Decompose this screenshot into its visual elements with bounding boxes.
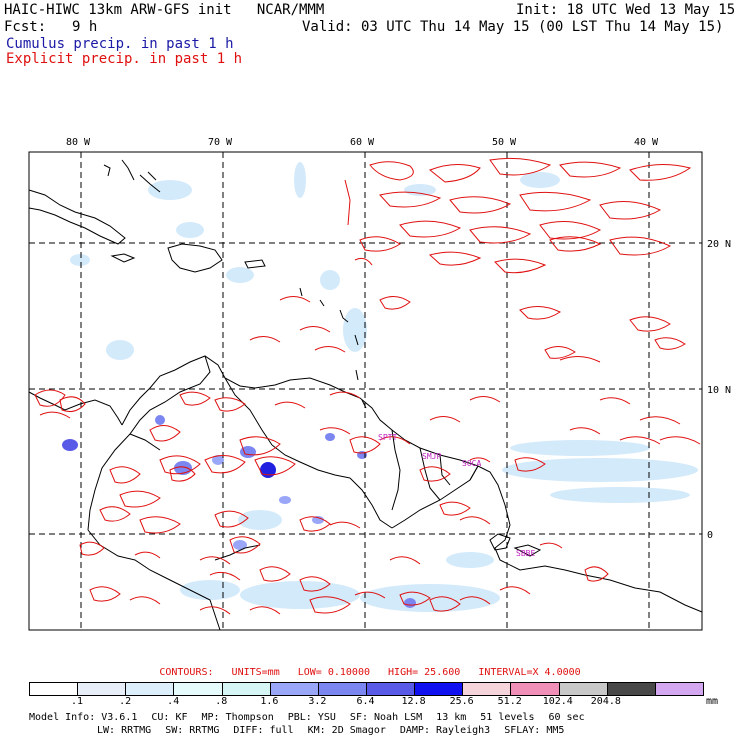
model-info-item: PBL: YSU: [287, 712, 336, 723]
init-time: Init: 18 UTC Wed 13 May 15: [516, 2, 736, 18]
station-labels: SPTT SMJP SOCA SBBE: [378, 433, 535, 558]
lat-label-10n: 10 N: [707, 385, 731, 396]
scale-swatch: [30, 683, 78, 695]
model-info-line2: LW: RRTMG SW: RRTMG DIFF: full KM: 2D Smago…: [97, 725, 578, 736]
scale-swatch: [414, 683, 463, 695]
scale-unit: mm: [706, 696, 719, 707]
scale-tick-label: .2: [119, 696, 132, 707]
valid-time: Valid: 03 UTC Thu 14 May 15 (00 LST Thu …: [302, 19, 724, 35]
scale-swatch: [462, 683, 511, 695]
lat-label-0: 0: [707, 530, 713, 541]
scale-tick-label: 51.2: [497, 696, 522, 707]
scale-swatch: [365, 683, 415, 695]
model-info-item: 51 levels: [480, 712, 535, 723]
lat-label-20n: 20 N: [707, 239, 731, 250]
coastlines: [28, 159, 703, 631]
contour-units: UNITS=mm: [231, 667, 280, 678]
scale-tick-label: 12.8: [401, 696, 426, 707]
scale-swatch: [558, 683, 607, 695]
model-info-item: SFLAY: MM5: [504, 725, 565, 736]
contour-low: LOW= 0.10000: [297, 667, 370, 678]
lon-label-50w: 50 W: [492, 137, 517, 148]
scale-swatch: [125, 683, 174, 695]
model-info-item: 13 km: [436, 712, 467, 723]
explicit-precip-contours: [34, 157, 701, 615]
scale-swatch: [77, 683, 126, 695]
scale-swatch: [221, 683, 270, 695]
scale-tick-label: .1: [71, 696, 84, 707]
model-info-item: MP: Thompson: [201, 712, 274, 723]
model-info-item: SW: RRTMG: [165, 725, 220, 736]
scale-tick-label: 6.4: [356, 696, 375, 707]
scale-tick-label: 204.8: [590, 696, 621, 707]
model-info-item: SF: Noah LSM: [349, 712, 423, 723]
model-info-item: LW: RRTMG: [97, 725, 152, 736]
forecast-hour: 9 h: [72, 19, 98, 35]
model-info-item: Model Info: V3.6.1: [29, 712, 138, 723]
lon-label-70w: 70 W: [208, 137, 233, 148]
scale-swatch: [317, 683, 366, 695]
lon-label-80w: 80 W: [66, 137, 91, 148]
graticule: [29, 152, 702, 630]
scale-swatch: [606, 683, 655, 695]
lon-label-60w: 60 W: [350, 137, 375, 148]
model-info-item: CU: KF: [151, 712, 188, 723]
station-sptt: SPTT: [378, 433, 397, 442]
map-title: HAIC-HIWC 13km ARW-GFS init NCAR/MMM: [4, 2, 325, 18]
contour-info: CONTOURS: UNITS=mm LOW= 0.10000 HIGH= 25…: [0, 667, 740, 678]
contour-label: CONTOURS:: [159, 667, 214, 678]
lon-label-40w: 40 W: [634, 137, 659, 148]
model-info-item: DAMP: Rayleigh3: [399, 725, 491, 736]
model-info-item: KM: 2D Smagor: [307, 725, 386, 736]
forecast-label: Fcst:: [4, 19, 47, 35]
scale-swatch: [654, 683, 703, 695]
scale-tick-label: 3.2: [308, 696, 327, 707]
station-soca: SOCA: [462, 459, 481, 468]
scale-swatch: [173, 683, 222, 695]
scale-swatch: [510, 683, 559, 695]
station-sbbe: SBBE: [516, 549, 535, 558]
scale-tick-label: 1.6: [260, 696, 279, 707]
cumulus-legend: Cumulus precip. in past 1 h: [6, 36, 234, 52]
explicit-legend: Explicit precip. in past 1 h: [6, 51, 243, 67]
cumulus-precip-areas: [70, 162, 698, 612]
color-scale-bar: [29, 682, 704, 696]
scale-tick-label: .8: [215, 696, 228, 707]
model-info-item: DIFF: full: [233, 725, 294, 736]
scale-swatch: [269, 683, 318, 695]
scale-tick-label: .4: [167, 696, 180, 707]
model-info-line1: Model Info: V3.6.1 CU: KF MP: Thompson PBL:…: [29, 712, 599, 723]
scale-tick-label: 102.4: [542, 696, 573, 707]
scale-tick-label: 25.6: [449, 696, 474, 707]
contour-high: HIGH= 25.600: [388, 667, 461, 678]
contour-interval: INTERVAL=X 4.0000: [478, 667, 581, 678]
model-info-item: 60 sec: [548, 712, 585, 723]
color-scale-ticks: .1 .2 .4 .8 1.6 3.2 6.4 12.8 25.6 51.2 102.4 204.8: [29, 696, 702, 708]
longitude-labels: 80 W 70 W 60 W 50 W 40 W: [66, 137, 659, 148]
station-smjp: SMJP: [422, 452, 441, 461]
latitude-labels: 20 N 10 N 0: [707, 239, 731, 541]
